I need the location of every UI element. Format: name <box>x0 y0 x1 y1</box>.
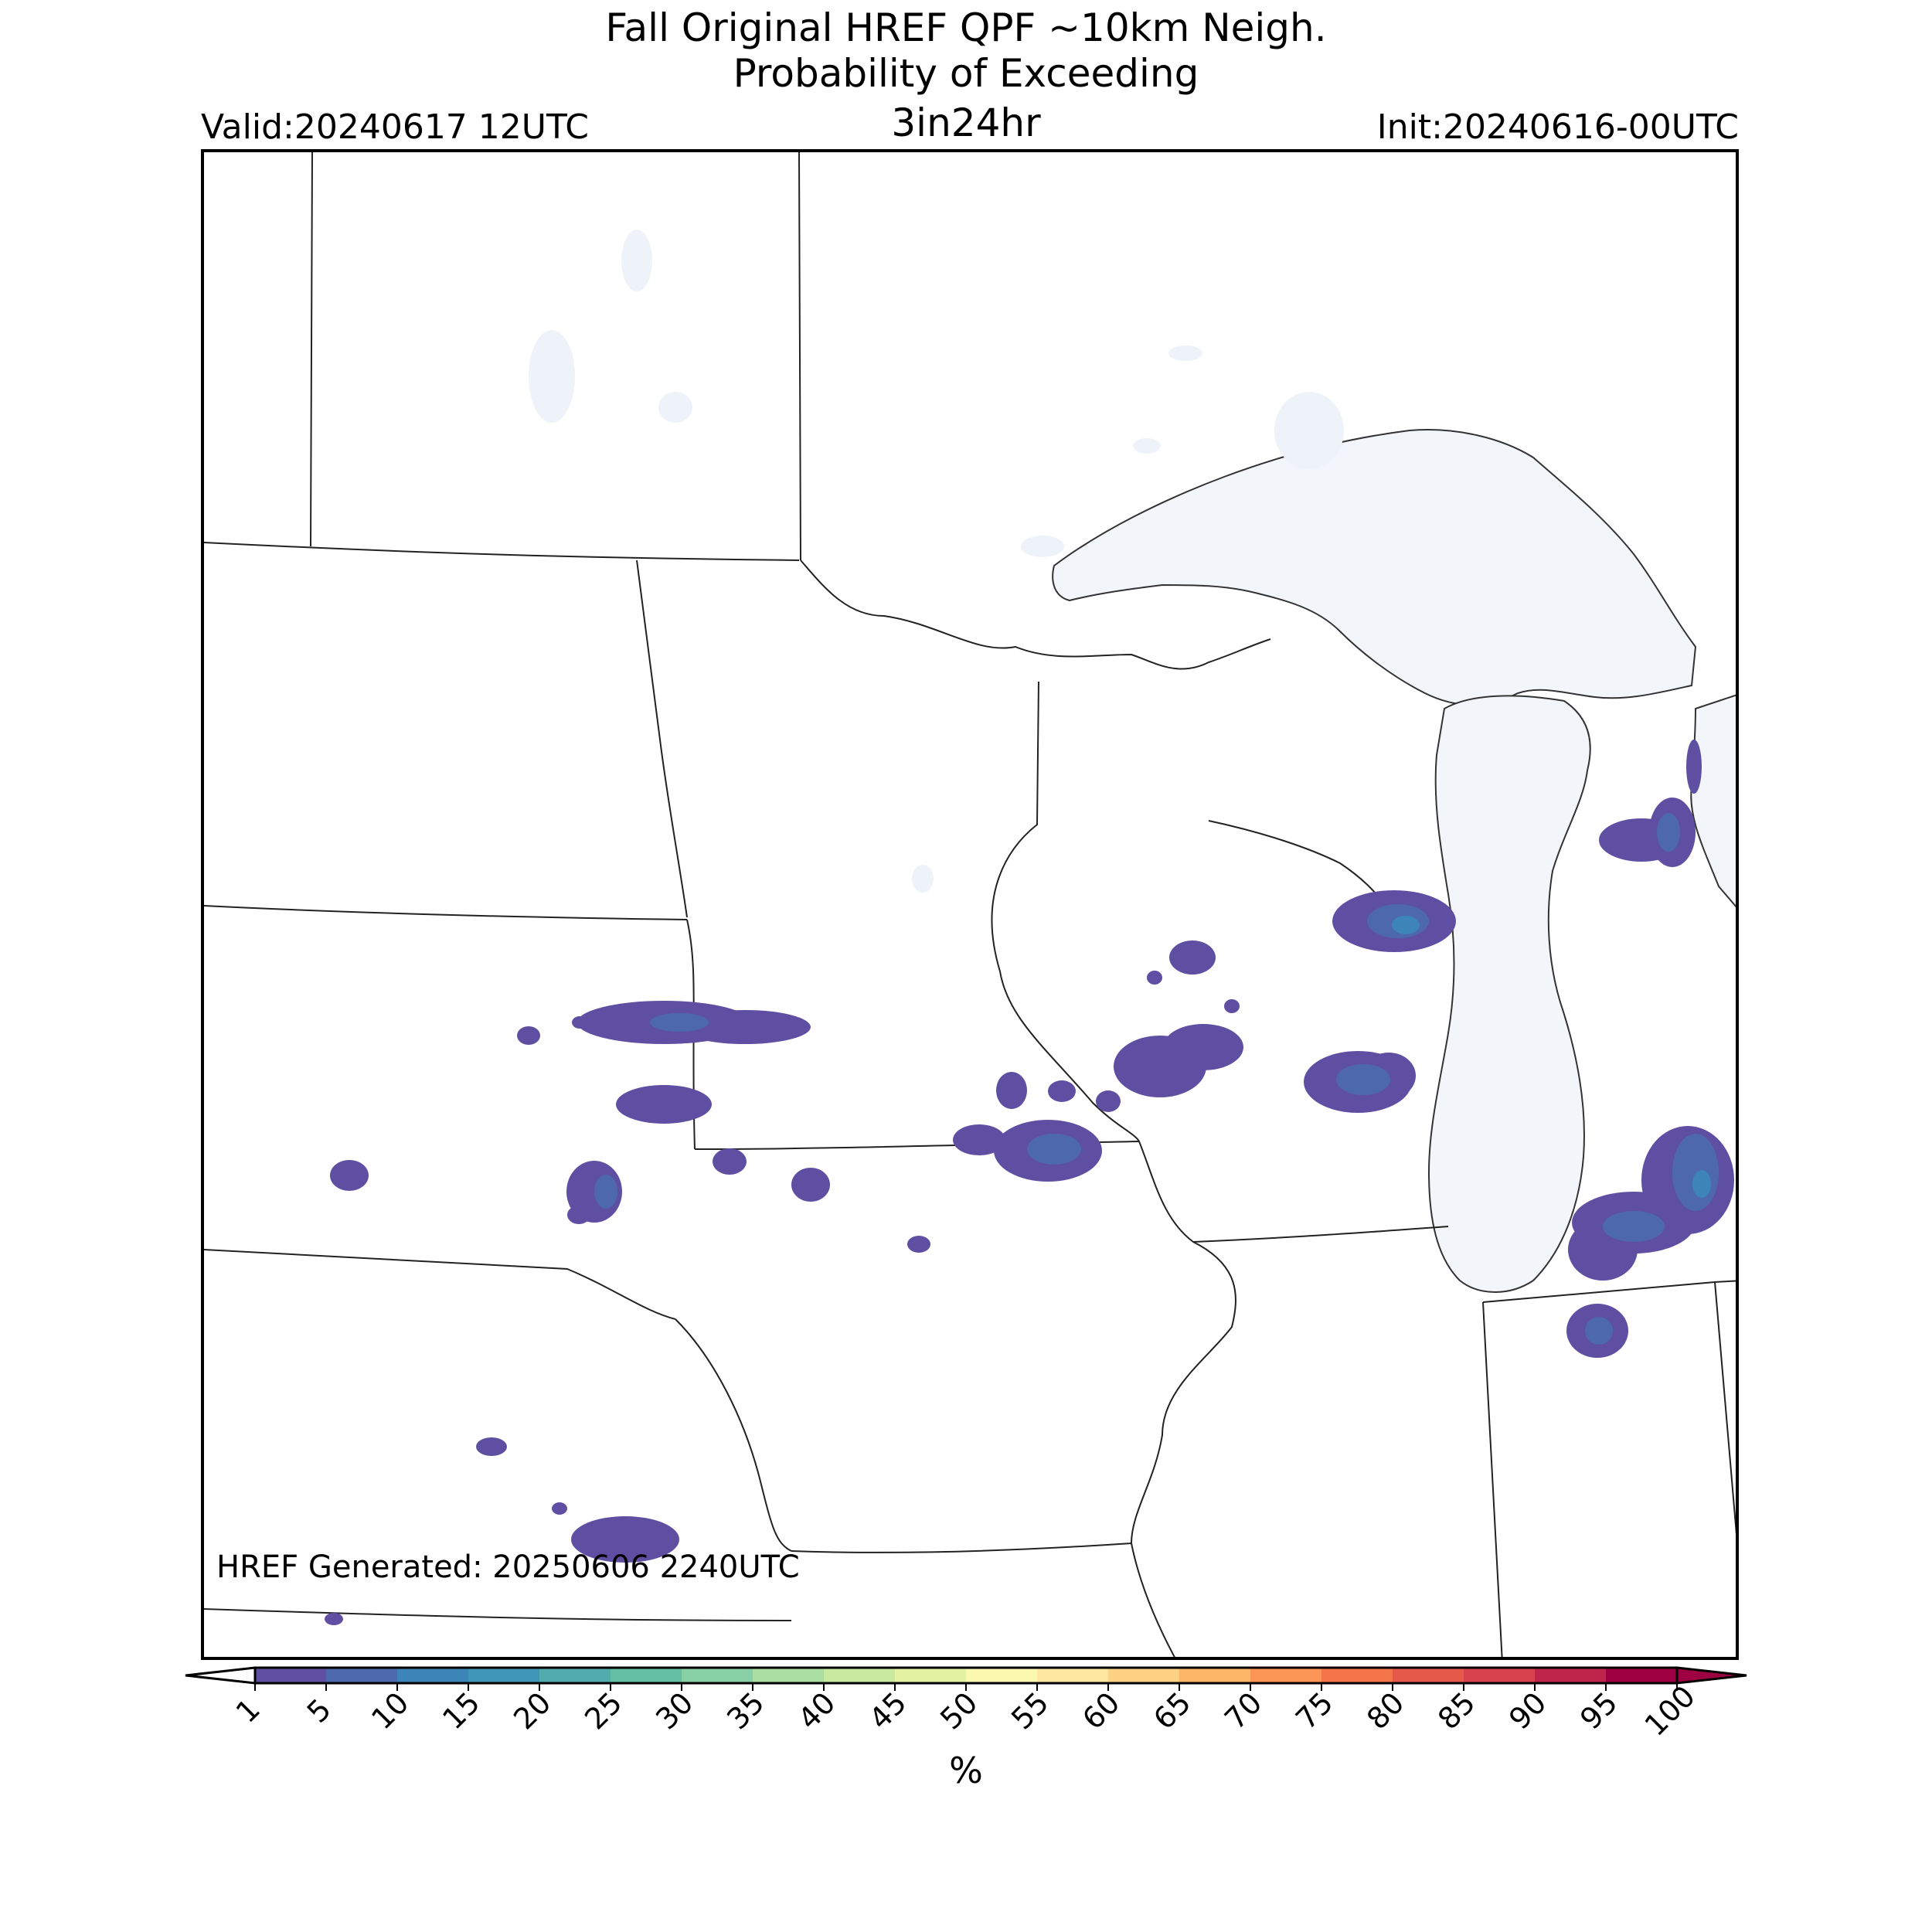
colorbar-swatch <box>611 1668 682 1683</box>
colorbar-swatch <box>824 1668 896 1683</box>
colorbar-swatch <box>1393 1668 1464 1683</box>
chart-title-line3: 3in24hr <box>891 100 1041 145</box>
colorbar-swatch <box>1250 1668 1322 1683</box>
href-generated-label: HREF Generated: 20250606 2240UTC <box>216 1549 800 1585</box>
in-oh-border <box>1714 1281 1736 1535</box>
colorbar-swatch <box>539 1668 611 1683</box>
ia-il-border <box>1130 1141 1236 1657</box>
probability-shading <box>325 740 1734 1625</box>
water-bodies <box>1052 429 1736 1293</box>
colorbar-swatch <box>1179 1668 1251 1683</box>
manitoba-sask-border <box>310 152 313 547</box>
colorbar-tick-label: 5 <box>301 1692 338 1730</box>
colorbar-swatches <box>255 1668 1678 1683</box>
colorbar-tick-label: 1 <box>230 1692 267 1730</box>
ia-ne-border <box>675 1318 792 1552</box>
colorbar-tick-label: 95 <box>1573 1685 1624 1736</box>
colorbar-swatch <box>255 1668 327 1683</box>
colorbar-tick-label: 30 <box>649 1685 699 1736</box>
minor-lakes <box>529 230 1344 893</box>
colorbar-swatch <box>1535 1668 1607 1683</box>
prob-10-15-areas <box>1392 916 1711 1198</box>
colorbar-tick-label: 90 <box>1502 1685 1553 1736</box>
colorbar-tick-label: 50 <box>934 1685 984 1736</box>
mn-wi-border <box>991 681 1140 1142</box>
state-borders <box>204 152 1736 1657</box>
colorbar-tick-label: 35 <box>720 1685 770 1736</box>
manitoba-ontario-border <box>798 152 801 561</box>
in-mi-border <box>1482 1280 1736 1303</box>
colorbar-tick-label: 20 <box>507 1685 557 1736</box>
colorbar-swatch <box>468 1668 540 1683</box>
lake-michigan <box>1427 695 1591 1293</box>
map-canvas <box>204 152 1736 1657</box>
colorbar-swatch <box>682 1668 753 1683</box>
chart-title-line1: Fall Original HREF QPF ~10km Neigh. <box>605 5 1327 50</box>
colorbar-under-arrow <box>185 1666 257 1685</box>
colorbar-tick-label: 85 <box>1431 1685 1481 1736</box>
colorbar-tick-label: 65 <box>1147 1685 1197 1736</box>
ne-ks-border <box>204 1608 792 1621</box>
colorbar-unit-label: % <box>949 1750 983 1791</box>
colorbar-tick-label: 60 <box>1076 1685 1126 1736</box>
chart-title-line2: Probability of Exceeding <box>733 51 1199 96</box>
colorbar-tick-label: 80 <box>1360 1685 1410 1736</box>
colorbar-tick-label: 75 <box>1289 1685 1339 1736</box>
colorbar-tick-label: 45 <box>862 1685 913 1736</box>
colorbar-swatch <box>753 1668 825 1683</box>
colorbar-tick-label: 70 <box>1218 1685 1268 1736</box>
valid-time-label: Valid:20240617 12UTC <box>201 107 590 147</box>
colorbar-swatch <box>397 1668 469 1683</box>
lake-huron <box>1690 694 1736 908</box>
colorbar-tick-label: 25 <box>578 1685 628 1736</box>
colorbar-tick-label: 55 <box>1005 1685 1055 1736</box>
init-time-label: Init:20240616-00UTC <box>1376 107 1739 147</box>
mn-ontario-border <box>800 560 1271 670</box>
wi-il-border <box>1192 1226 1449 1243</box>
sd-ne-border <box>204 1249 676 1320</box>
ia-mo-border <box>791 1543 1132 1553</box>
lake-superior <box>1052 429 1697 706</box>
colorbar-over-arrow <box>1675 1666 1747 1685</box>
colorbar-swatch <box>1037 1668 1109 1683</box>
colorbar-tick-label: 40 <box>791 1685 842 1736</box>
nd-mn-border <box>636 560 688 918</box>
colorbar-tick-label: 15 <box>436 1685 486 1736</box>
colorbar-swatch <box>966 1668 1038 1683</box>
colorbar-swatch <box>326 1668 398 1683</box>
colorbar-swatch <box>1321 1668 1393 1683</box>
nd-sd-border <box>204 905 688 920</box>
colorbar-swatch <box>895 1668 967 1683</box>
canada-border <box>204 542 800 561</box>
colorbar-swatch <box>1606 1668 1678 1683</box>
colorbar-tick-label: 100 <box>1638 1679 1702 1743</box>
colorbar-tick-label: 10 <box>365 1685 415 1736</box>
colorbar-swatch <box>1108 1668 1180 1683</box>
colorbar-ticks: 1 5 10 15 20 25 30 35 40 45 50 55 60 65 70 75 80 85 90 95 10… <box>230 1679 1702 1743</box>
il-in-border <box>1482 1301 1503 1657</box>
map-panel <box>201 149 1739 1660</box>
colorbar-swatch <box>1464 1668 1536 1683</box>
